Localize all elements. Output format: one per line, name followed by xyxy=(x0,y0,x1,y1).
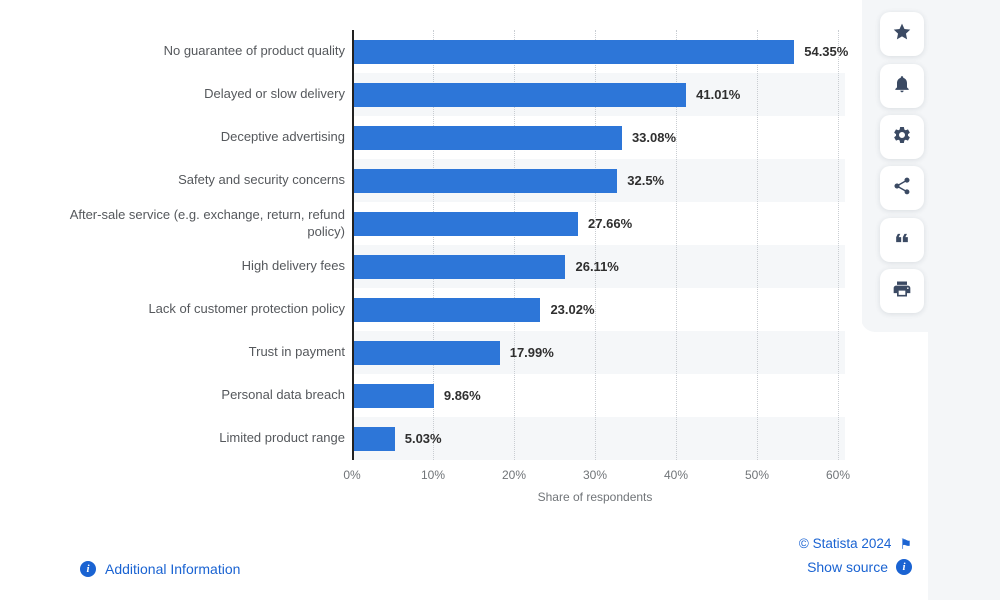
bar xyxy=(354,39,795,64)
additional-information-label: Additional Information xyxy=(105,561,241,577)
bar xyxy=(354,383,434,408)
print-button[interactable] xyxy=(880,269,924,313)
cite-button[interactable] xyxy=(880,218,924,262)
bar xyxy=(354,297,541,322)
row-stripe xyxy=(352,374,845,417)
gridline xyxy=(595,30,596,460)
settings-button[interactable] xyxy=(880,115,924,159)
bar xyxy=(354,340,500,365)
row-stripe xyxy=(352,417,845,460)
copyright-link[interactable]: © Statista 2024 ⚑ xyxy=(799,536,912,551)
x-axis-title: Share of respondents xyxy=(537,490,653,504)
gear-icon xyxy=(892,125,912,150)
bar-value-label: 33.08% xyxy=(631,130,677,145)
category-label: Safety and security concerns xyxy=(178,172,345,188)
share-icon xyxy=(892,176,912,201)
show-source-label: Show source xyxy=(807,559,888,575)
print-icon xyxy=(892,279,912,304)
bar-value-label: 9.86% xyxy=(443,388,481,403)
bar xyxy=(354,254,566,279)
source-block: © Statista 2024 ⚑ Show source i xyxy=(799,536,912,575)
x-tick-label: 50% xyxy=(744,468,770,482)
x-tick-label: 30% xyxy=(582,468,608,482)
category-label: Lack of customer protection policy xyxy=(148,301,345,317)
category-label: Delayed or slow delivery xyxy=(204,86,345,102)
bar xyxy=(354,426,395,451)
bar-chart: No guarantee of product quality Delayed o… xyxy=(45,30,851,504)
x-tick-label: 0% xyxy=(343,468,361,482)
quote-icon xyxy=(892,228,912,253)
x-tick-label: 40% xyxy=(663,468,689,482)
gridline xyxy=(433,30,434,460)
x-tick-label: 20% xyxy=(501,468,527,482)
favorite-button[interactable] xyxy=(880,12,924,56)
bar-value-label: 23.02% xyxy=(550,302,595,317)
bar xyxy=(354,82,687,107)
gridline xyxy=(757,30,758,460)
bar xyxy=(354,125,622,150)
bar-value-label: 26.11% xyxy=(575,259,619,274)
gridline xyxy=(676,30,677,460)
x-axis-ticks: 0% 10% 20% 30% 40% 50% 60% xyxy=(343,468,850,484)
x-tick-label: 10% xyxy=(420,468,446,482)
bar-value-label: 54.35% xyxy=(804,44,849,59)
star-icon xyxy=(892,22,912,47)
category-label: Personal data breach xyxy=(221,387,345,403)
gridline xyxy=(838,30,839,460)
category-labels: No guarantee of product quality Delayed o… xyxy=(45,30,345,460)
category-label: Limited product range xyxy=(219,430,345,446)
flag-icon: ⚑ xyxy=(899,535,912,552)
info-icon: i xyxy=(80,561,96,577)
bar-value-label: 5.03% xyxy=(404,431,442,446)
y-axis-line xyxy=(352,30,354,460)
x-tick-label: 60% xyxy=(825,468,851,482)
bar xyxy=(354,211,579,236)
category-label: Trust in payment xyxy=(248,344,345,360)
show-source-link[interactable]: Show source i xyxy=(807,559,912,575)
additional-information-link[interactable]: i Additional Information xyxy=(80,561,240,577)
bar-value-label: 32.5% xyxy=(627,173,665,188)
plot-area: 54.35% 41.01% 33.08% 32.5% 27.66% 26.11% 23.02… xyxy=(352,30,849,460)
info-icon: i xyxy=(896,559,912,575)
bar-value-label: 17.99% xyxy=(509,345,554,360)
gridline xyxy=(514,30,515,460)
alert-button[interactable] xyxy=(880,64,924,108)
bar-value-label: 27.66% xyxy=(588,216,633,231)
bar xyxy=(354,168,618,193)
copyright-label: © Statista 2024 xyxy=(798,536,892,551)
bar-value-label: 41.01% xyxy=(696,87,741,102)
category-label: Deceptive advertising xyxy=(220,129,345,145)
category-label: After-sale service (e.g. exchange, retur… xyxy=(69,207,345,239)
share-button[interactable] xyxy=(880,166,924,210)
category-label: High delivery fees xyxy=(241,258,345,274)
category-label: No guarantee of product quality xyxy=(163,43,345,59)
bell-icon xyxy=(892,74,912,99)
